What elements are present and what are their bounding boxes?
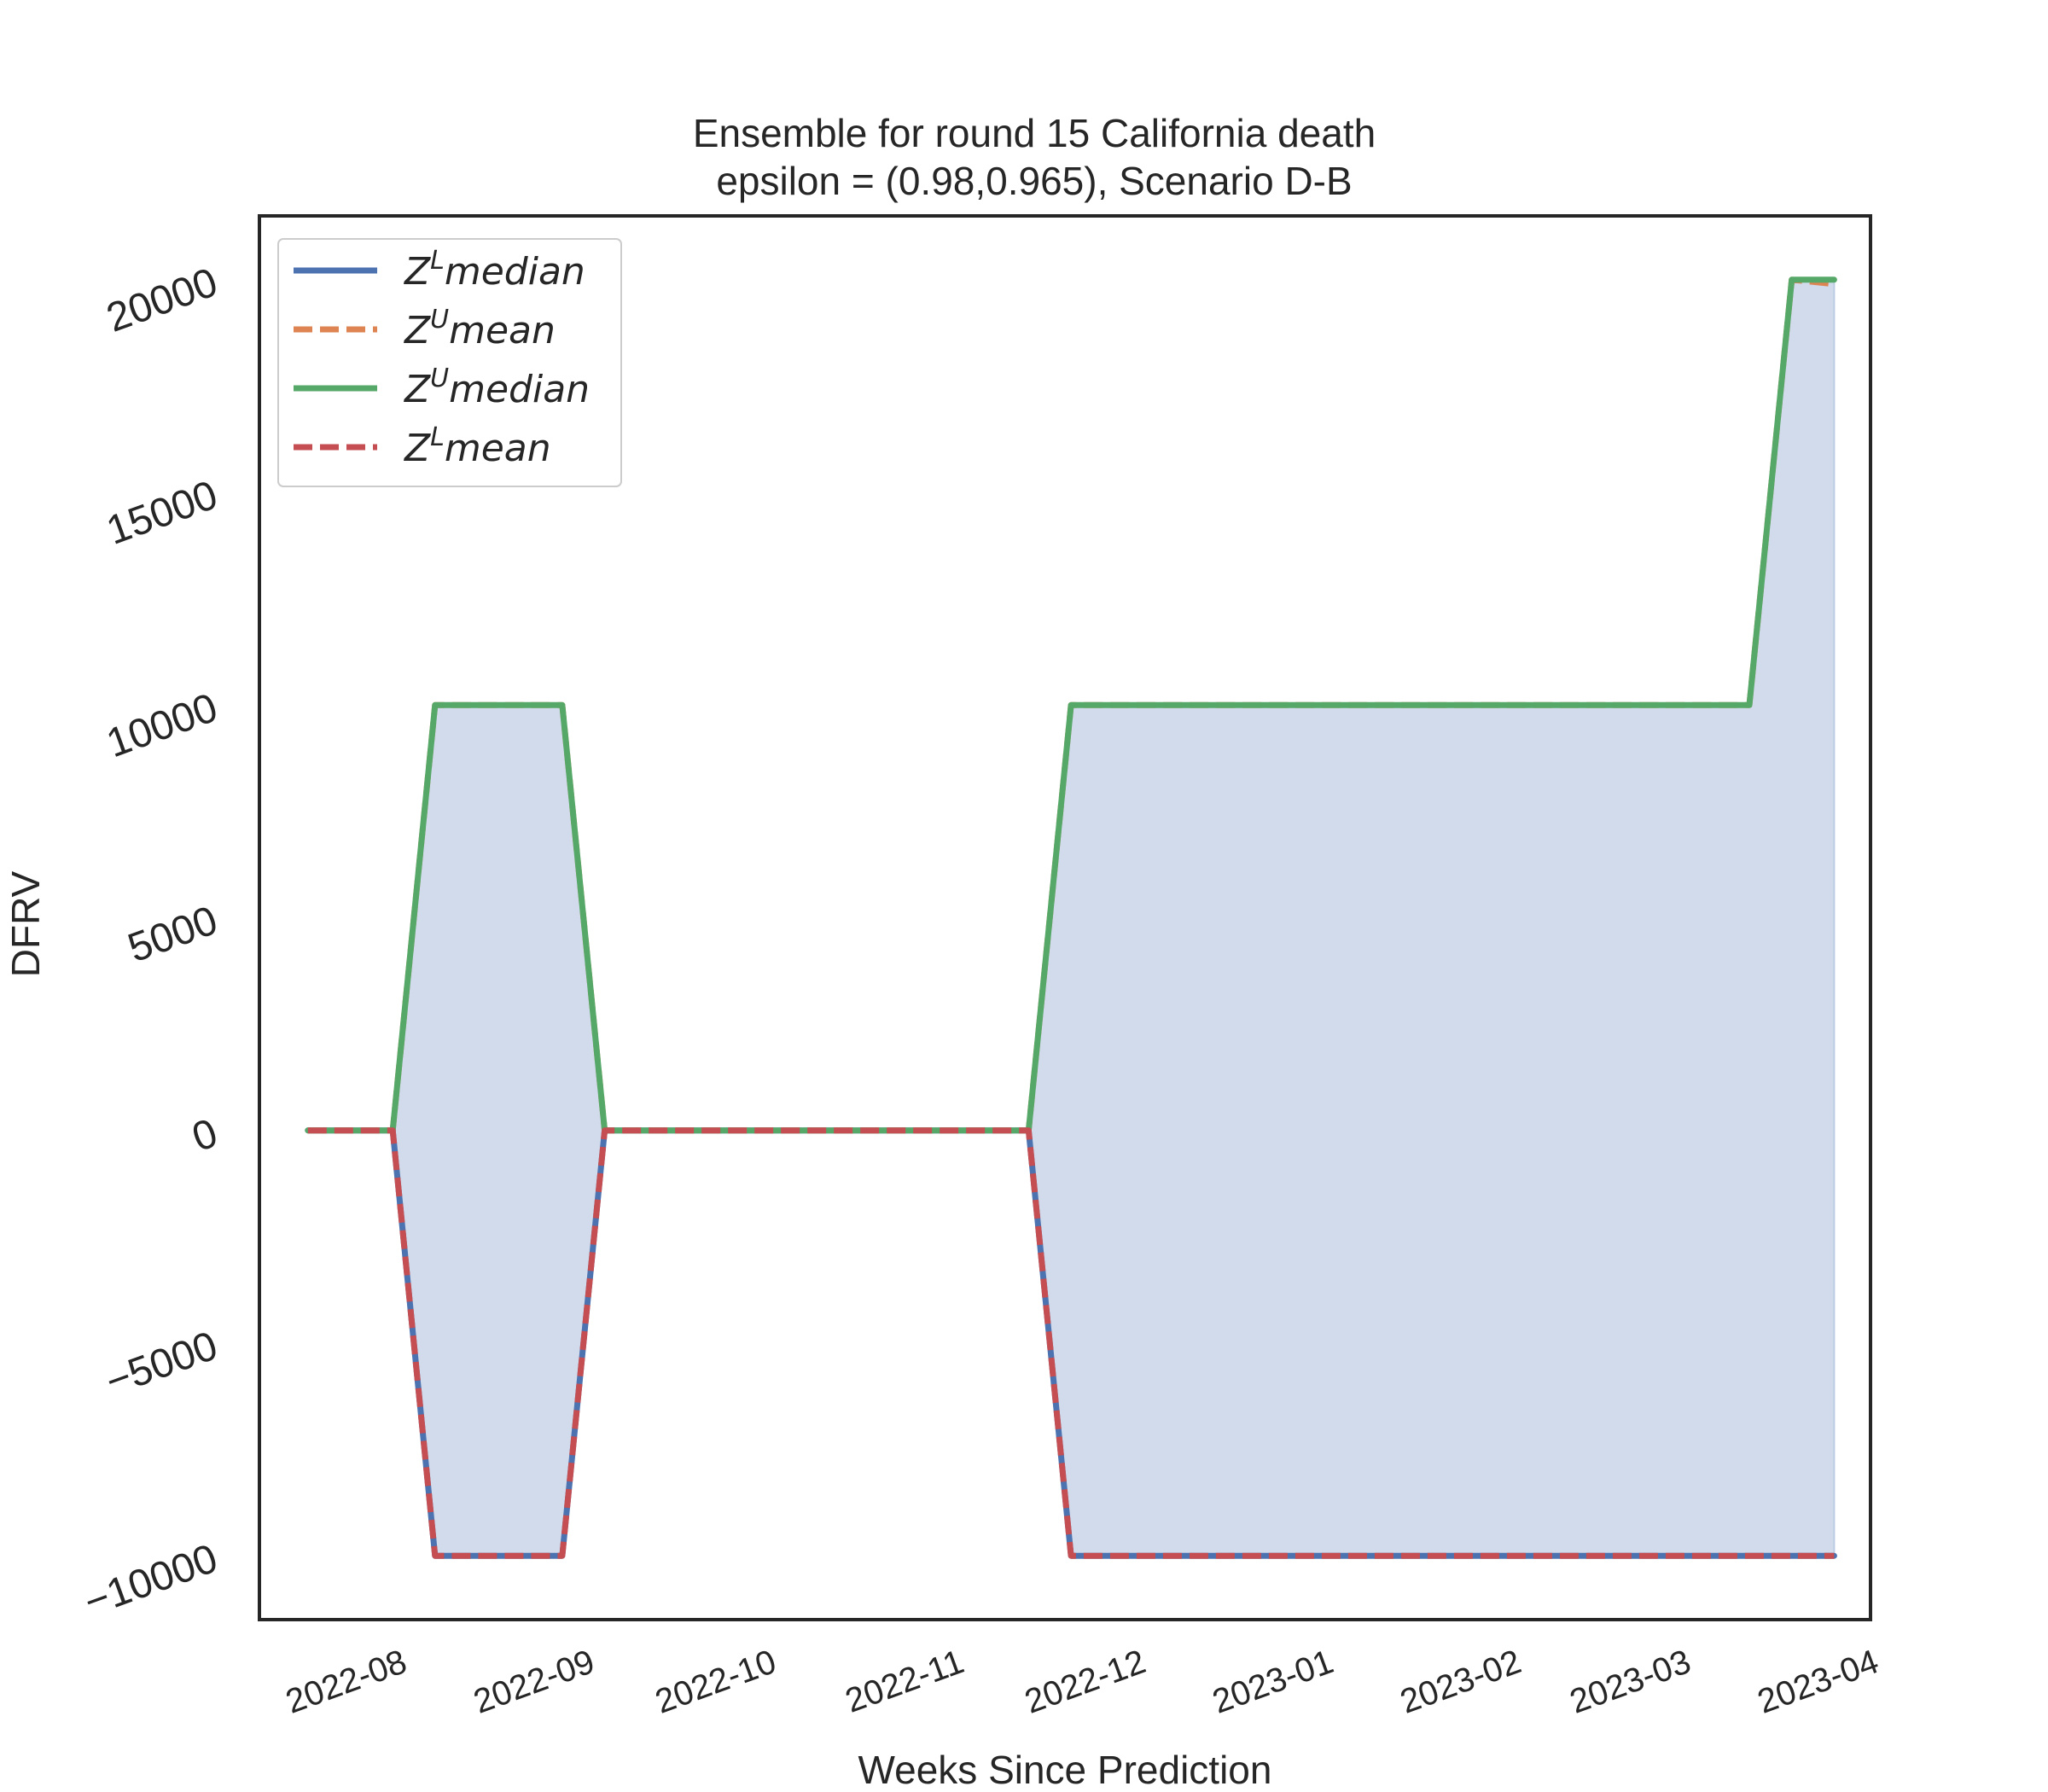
series-layer [305,276,1837,1559]
legend-frame [277,238,622,487]
legend-entry: ZLmedian [404,246,585,294]
chart-subtitle: epsilon = (0.98,0.965), Scenario D-B [716,159,1352,203]
y-axis-label: DFRV [3,870,48,977]
legend-entry: ZUmean [404,305,556,352]
x-axis-label: Weeks Since Prediction [858,1748,1272,1792]
legend-entry: ZLmean [404,422,551,470]
series-line-z-l-mean [307,1127,1835,1559]
plot-area [258,214,1872,1621]
legend-items: ZLmedian ZUmean ZUmedian ZLmean [294,246,590,470]
legend: ZLmedian ZUmean ZUmedian ZLmean [277,238,622,487]
legend-entry: ZUmedian [404,364,590,411]
plot-frame [258,214,1872,1621]
chart-title: Ensemble for round 15 California death [693,111,1376,155]
series-line-z-u-median [305,276,1837,1134]
